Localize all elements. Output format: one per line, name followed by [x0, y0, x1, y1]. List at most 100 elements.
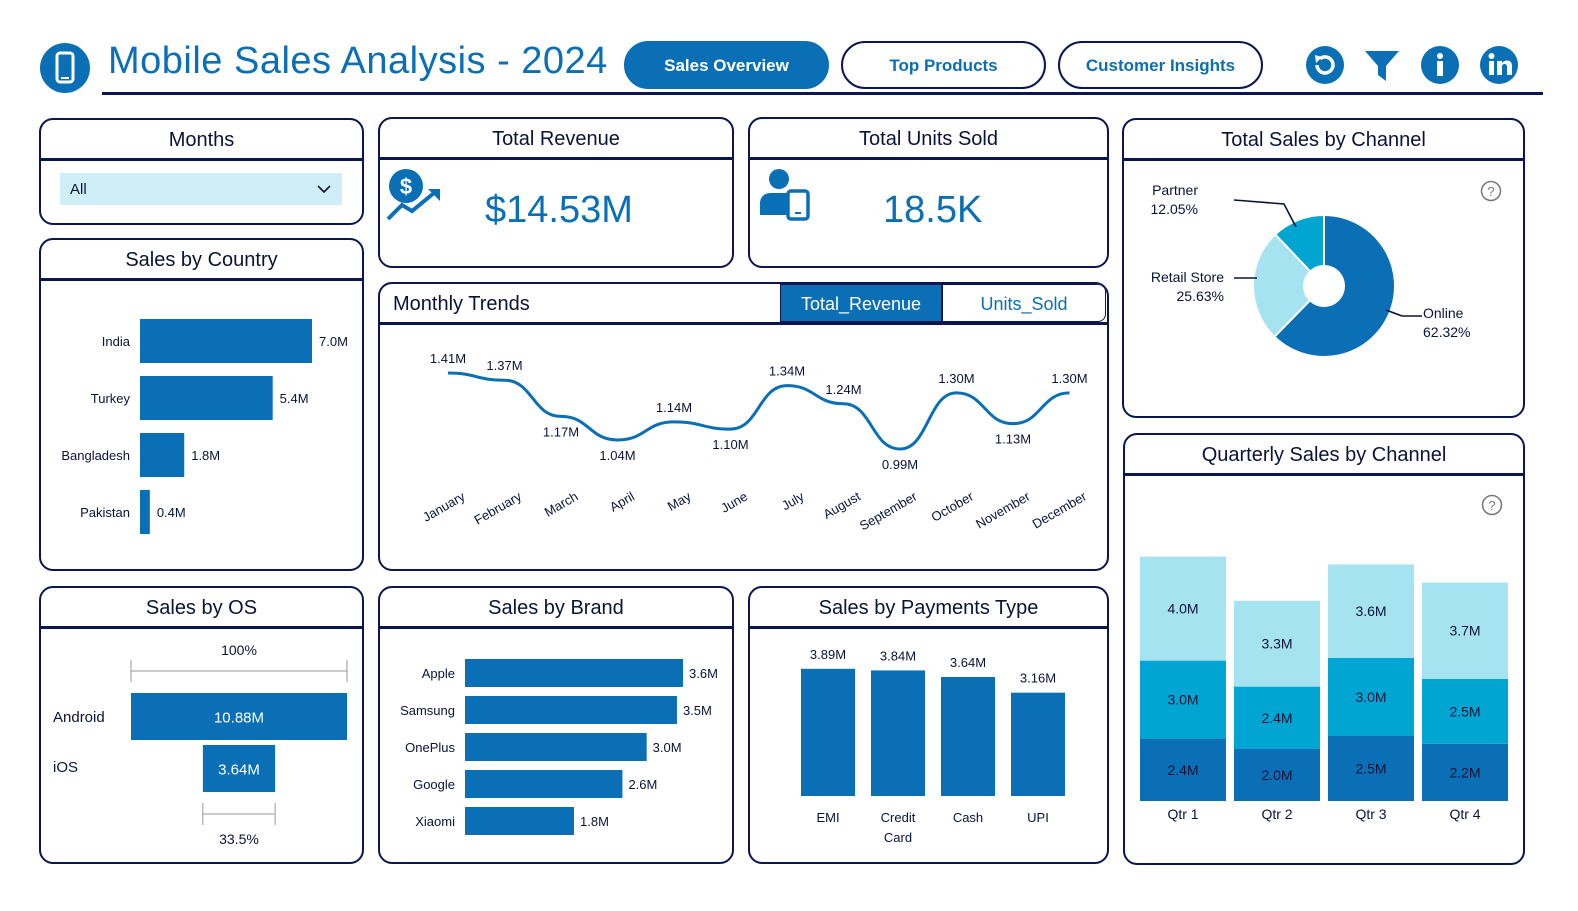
user-phone-icon [760, 169, 810, 221]
data-label: 1.13M [995, 432, 1031, 447]
bar-category-label: India [102, 334, 131, 349]
linkedin-icon[interactable] [1479, 45, 1519, 85]
segment-value-label: 2.4M [1167, 762, 1198, 778]
slice-value-label: 12.05% [1151, 201, 1198, 217]
app-logo [40, 43, 90, 93]
data-label: 1.17M [543, 424, 579, 439]
stack-segment [1234, 686, 1320, 749]
payment-bar [941, 676, 995, 796]
filter-icon[interactable] [1362, 45, 1402, 85]
stack-segment [1234, 600, 1320, 687]
quarterly-stacked-chart: 2.4M 3.0M 4.0M Qtr 1 2.0M 2.4M 3.3M Qtr 2 2.5M 3.… [1140, 556, 1508, 822]
bottom-percent-label: 33.5% [219, 831, 259, 847]
monthly-trends-card: Monthly Trends Total_Revenue Units_Sold … [378, 282, 1109, 571]
tab-customer-insights[interactable]: Customer Insights [1058, 41, 1263, 89]
help-icon[interactable]: ? [1480, 180, 1502, 202]
card-title: Total Sales by Channel [1124, 120, 1523, 161]
stack-segment [1422, 582, 1508, 679]
payment-column-chart: 3.89M EMI 3.84M Credit Card 3.64M Cash 3.16M UPI [801, 647, 1065, 845]
segment-value-label: 3.7M [1449, 623, 1480, 639]
card-title: Sales by Brand [380, 588, 732, 629]
toggle-total-revenue[interactable]: Total_Revenue [780, 284, 942, 322]
slice-name-label: Retail Store [1151, 269, 1224, 285]
months-dropdown[interactable]: All [60, 173, 342, 205]
bar-value-label: 2.6M [628, 777, 657, 792]
country-bar-chart: India 7.0M Turkey 5.4M Bangladesh 1.8M Pakista… [61, 319, 348, 534]
segment-value-label: 3.3M [1261, 636, 1292, 652]
brand-bar [465, 770, 623, 798]
reset-icon[interactable] [1305, 45, 1345, 85]
bar-value-label: 3.6M [689, 666, 718, 681]
slice-value-label: 62.32% [1423, 324, 1470, 340]
bar-category-label: Bangladesh [61, 448, 130, 463]
svg-text:?: ? [1488, 498, 1495, 513]
header-divider [102, 92, 1543, 95]
data-label: 1.41M [430, 351, 466, 366]
card-title: Monthly Trends [380, 284, 1107, 325]
toggle-units-sold[interactable]: Units_Sold [942, 284, 1106, 322]
quarterly-sales-card: Quarterly Sales by Channel ? 2.4M 3.0M 4.0… [1123, 433, 1525, 865]
stack-segment [1140, 660, 1226, 739]
x-tick-label: January [420, 488, 468, 524]
stack-segment [1422, 678, 1508, 744]
stack-segment [1422, 743, 1508, 801]
card-title: Sales by Country [41, 240, 362, 281]
brand-bar [465, 807, 574, 835]
x-tick-label: February [471, 488, 524, 527]
brand-bar [465, 696, 677, 724]
x-tick-label: December [1030, 488, 1090, 531]
data-label: 1.14M [656, 400, 692, 415]
segment-value-label: 3.0M [1167, 692, 1198, 708]
stack-segment [1328, 564, 1414, 658]
funnel-bar [202, 745, 276, 792]
x-tick-label: August [820, 488, 863, 521]
bar-value-label: 1.8M [191, 448, 220, 463]
segment-value-label: 2.5M [1355, 761, 1386, 777]
segment-value-label: 3.6M [1355, 603, 1386, 619]
data-label: 1.30M [938, 371, 974, 386]
stack-segment [1328, 658, 1414, 736]
x-tick-label: Qtr 1 [1167, 806, 1198, 822]
bar-value-label: 3.16M [1020, 671, 1056, 686]
tab-sales-overview[interactable]: Sales Overview [624, 41, 829, 89]
data-label: 1.37M [486, 358, 522, 373]
bar-category-label: Pakistan [80, 505, 130, 520]
x-tick-label: July [779, 488, 807, 513]
segment-value-label: 2.2M [1449, 764, 1480, 780]
monthly-trends-title: Monthly Trends [393, 293, 530, 315]
data-label: 0.99M [882, 457, 918, 472]
sales-by-payment-card: Sales by Payments Type 3.89M EMI 3.84M Cred… [748, 586, 1109, 864]
monthly-line-chart: 1.41M January 1.37M February 1.17M March 1.04M… [420, 351, 1090, 533]
x-tick-label: October [928, 488, 976, 524]
card-title: Sales by Payments Type [750, 588, 1107, 629]
x-tick-label: Qtr 2 [1261, 806, 1292, 822]
data-label: 1.04M [599, 448, 635, 463]
tab-top-products[interactable]: Top Products [841, 41, 1046, 89]
brand-bar [465, 733, 647, 761]
total-units-value: 18.5K [883, 189, 983, 231]
card-title: Quarterly Sales by Channel [1125, 435, 1523, 476]
bar-value-label: 3.64M [950, 655, 986, 670]
total-revenue-value: $14.53M [485, 189, 633, 231]
info-icon[interactable] [1420, 45, 1460, 85]
revenue-line [447, 371, 1070, 451]
total-revenue-card: Total Revenue $ $14.53M [378, 117, 734, 268]
x-tick-label: April [607, 489, 637, 515]
bar-value-label: 3.89M [810, 647, 846, 662]
months-filter-card: Months All [39, 118, 364, 225]
bar-category-label: Xiaomi [415, 814, 455, 829]
country-bar [140, 490, 150, 534]
x-tick-label: Credit [881, 810, 916, 825]
card-title: Total Revenue [380, 119, 732, 160]
payment-bar [1011, 692, 1065, 796]
help-icon[interactable]: ? [1481, 494, 1503, 516]
bar-value-label: 0.4M [157, 505, 186, 520]
revenue-growth-icon: $ [386, 169, 440, 221]
country-bar [140, 376, 273, 420]
sales-by-os-card: Sales by OS 100% 10.88M Android 3.64M iOS 33.… [39, 586, 364, 864]
card-title: Months [41, 120, 362, 161]
slice-name-label: Partner [1152, 182, 1198, 198]
bar-category-label: Apple [422, 666, 455, 681]
bar-value-label: 7.0M [319, 334, 348, 349]
chevron-down-icon [317, 185, 331, 194]
